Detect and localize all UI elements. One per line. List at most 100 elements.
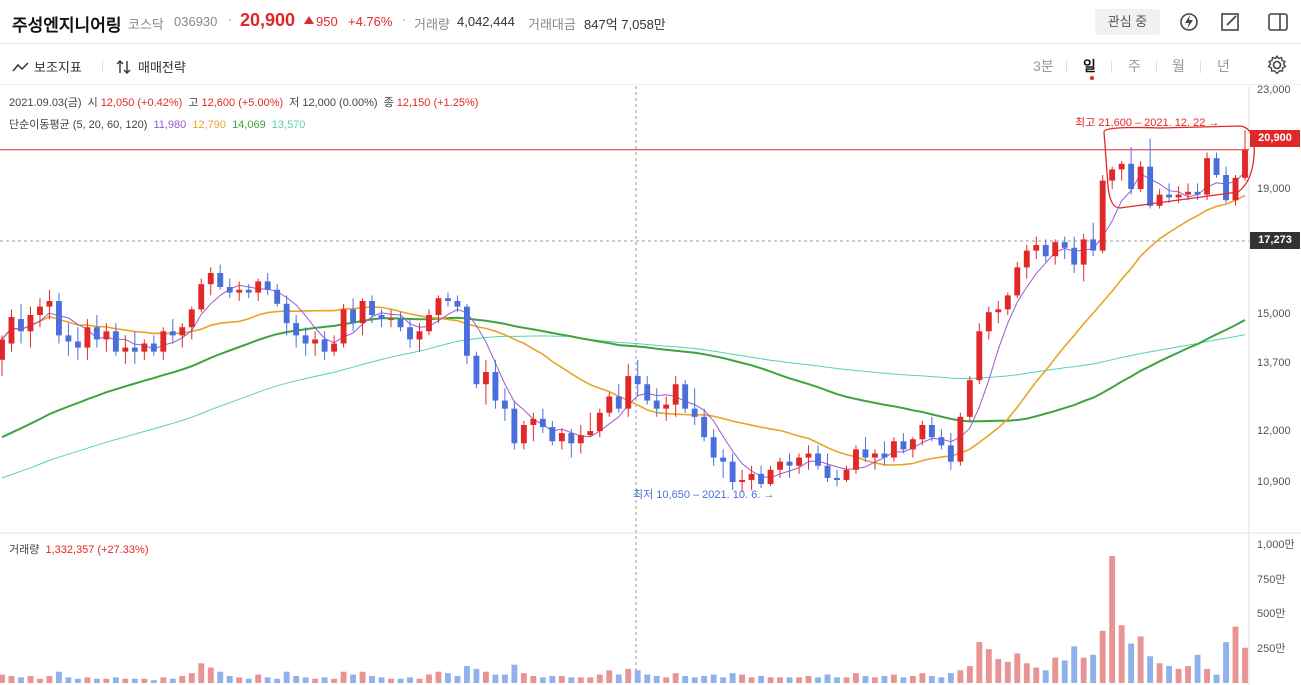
candle-body [767,469,774,485]
candle-body [530,418,537,425]
volume-bar [615,674,622,683]
candle-body [217,273,224,287]
panel-toggle-icon[interactable] [1266,10,1290,34]
info-date: 2021.09.03(금) [9,97,82,109]
candle-body [758,473,765,485]
volume-bar [169,678,176,683]
volume-bar [388,678,394,683]
volume-bar [881,675,888,683]
candle-body [853,449,859,470]
highlight-annotation [1103,125,1255,209]
volume-bar [1194,654,1201,683]
volume-bar [293,675,300,683]
candle-body [1042,245,1049,257]
low-value: 12,000 (0.00%) [302,97,378,109]
candle-body [815,453,821,466]
volume-bar [1223,642,1229,683]
volume-bar [255,674,262,683]
candle-body [966,380,973,417]
candle-body [0,339,5,360]
period-3min[interactable]: 3분 [1033,58,1054,74]
candle-body [834,477,840,480]
toolbar-divider [102,61,103,73]
candle-body [928,424,935,438]
candle-body [985,312,992,332]
candle-body [84,327,91,348]
candle-body [122,347,129,352]
ma20-line [1,194,1246,466]
edit-icon[interactable] [1218,10,1242,34]
volume-bar [558,675,565,683]
candle-body [93,327,100,340]
candle-body [1099,180,1106,251]
open-label: 시 [87,97,98,109]
candle-body [511,408,518,444]
period-month[interactable]: 월 [1172,58,1185,74]
candle-body [1185,191,1192,195]
price-change-pct: +4.76% [348,14,393,29]
volume-bar [473,668,480,683]
toolbar-divider [1066,61,1067,73]
volume-bar [150,680,157,683]
candle-body [445,298,451,301]
volume-bar [407,677,413,683]
price-chart[interactable]: 최고 21,600 – 2021. 12. 22 → 최저 10,650 – 20… [0,86,1301,685]
volume-bar [682,675,689,683]
candle-body [55,301,62,336]
candle-body [1033,245,1040,251]
candle-body [160,331,167,352]
candle-body [435,298,442,315]
volume-bar [1242,647,1248,683]
volume-bar [264,677,271,683]
volume-bar [426,674,432,683]
candle-body [378,315,385,320]
volume-bar [141,678,148,683]
volume-bar [596,674,603,683]
gear-icon[interactable] [1266,54,1288,76]
volume-bar [701,675,708,683]
candle-body [777,461,784,470]
candle-body [482,372,489,385]
volume-bar [321,677,328,683]
candle-body [691,408,698,417]
volume-bar [217,671,224,683]
candle-body [27,315,34,332]
volume-bar [463,666,470,683]
lightning-settings-icon[interactable] [1177,10,1201,34]
volume-bar [530,675,537,683]
ma120-value: 13,570 [271,119,306,131]
strategy-button[interactable]: 매매전략 [116,57,186,76]
volume-bar [758,675,765,683]
candle-body [8,317,15,344]
candle-body [957,416,964,462]
candle-body [179,327,186,336]
candle-body [1004,295,1011,310]
candle-body [748,473,755,480]
period-year[interactable]: 년 [1217,58,1230,74]
volume-bar [815,677,821,683]
candle-body [65,335,72,342]
ma-info: 단순이동평균 (5, 20, 60, 120) 11,980 12,790 14… [9,116,308,132]
ma-label: 단순이동평균 (5, 20, 60, 120) [9,119,148,131]
indicators-button[interactable]: 보조지표 [12,57,82,76]
volume-bar [1023,663,1030,683]
candle-body [1137,166,1144,189]
favorite-button[interactable]: 관심 중 [1095,9,1160,35]
volume-bar [1099,630,1106,683]
period-week[interactable]: 주 [1128,58,1141,74]
candle-body [606,396,613,413]
candle-body [663,404,670,409]
volume-bar [862,675,869,683]
min-price-annotation: 최저 10,650 – 2021. 10. 6. → [633,488,774,501]
volume-bar [236,677,243,683]
volume-bar [796,677,802,683]
candle-body [492,372,499,401]
candle-body [682,384,689,409]
candle-body [388,319,394,321]
volume-bar [283,671,290,683]
period-day[interactable]: 일 [1083,58,1096,74]
volume-bar [786,677,793,683]
volume-bar [359,671,366,683]
volume-bar [824,674,831,683]
volume-bar [739,674,746,683]
